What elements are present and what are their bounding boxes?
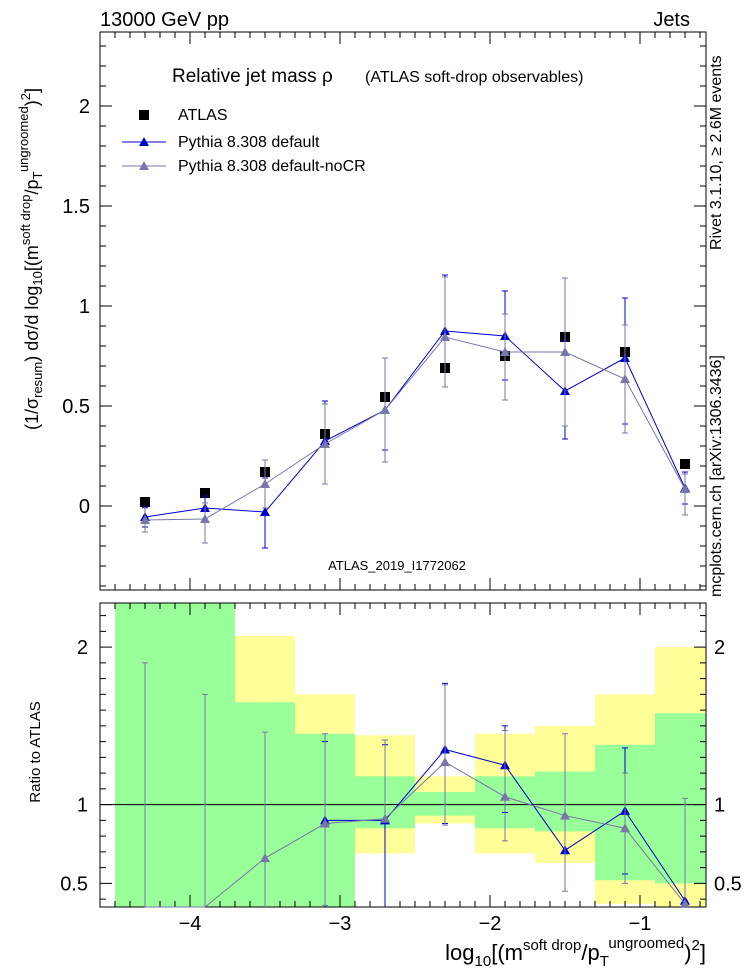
main-y-tick-label: 2	[79, 96, 90, 118]
main-y-axis-label: (1/σresum) dσ/d log10[(msoft drop/pTungr…	[16, 88, 45, 430]
main-plot-frame	[99, 31, 707, 591]
main-point-2	[500, 347, 510, 356]
legend-label-nocr: Pythia 8.308 default-noCR	[178, 158, 366, 175]
main-data-point	[140, 497, 150, 507]
ratio-point-1	[500, 791, 510, 801]
ratio-point-1	[380, 813, 390, 823]
ratio-band-green-8	[655, 713, 706, 884]
main-point-1	[260, 507, 270, 516]
main-y-tick-label: 1.5	[62, 196, 90, 218]
legend-marker-nocr	[139, 161, 149, 170]
main-plot: 0 0.5 1 1.5 2	[62, 31, 707, 591]
ratio-point-1	[620, 823, 630, 833]
main-point-2	[140, 515, 150, 524]
main-y-tick-label: 0	[79, 496, 90, 518]
x-axis-label: log10[(msoft drop/pTungroomed)2]	[445, 935, 706, 970]
main-series-line-2	[144, 336, 686, 521]
x-tick-label: −2	[479, 913, 502, 935]
rivet-version-label: Rivet 3.1.10, ≥ 2.6M events	[708, 55, 725, 250]
legend-marker-atlas	[139, 110, 149, 120]
ratio-y-tick-label-right: 0.5	[714, 873, 742, 895]
main-point-2	[200, 514, 210, 523]
ratio-band-green-0	[115, 603, 235, 907]
main-series-line-1	[144, 330, 686, 518]
x-tick-label: −4	[179, 913, 202, 935]
energy-label: 13000 GeV pp	[100, 9, 229, 31]
x-tick-label: −3	[329, 913, 352, 935]
ratio-y-tick-label: 0.5	[60, 873, 88, 895]
mcplots-label: mcplots.cern.ch [arXiv:1306.3436]	[708, 355, 725, 597]
main-y-tick-label: 0.5	[62, 396, 90, 418]
category-label: Jets	[653, 9, 690, 31]
ratio-point-1	[560, 810, 570, 820]
ratio-plot: 0.5 0.5 1 1 2 2 −4 −3 −2 −1	[60, 602, 742, 935]
ratio-y-axis-label: Ratio to ATLAS	[27, 701, 44, 802]
ratio-y-tick-label-right: 1	[714, 795, 725, 817]
main-point-2	[320, 439, 330, 448]
legend-marker-default	[139, 137, 149, 146]
main-point-2	[560, 347, 570, 356]
ratio-y-tick-label: 2	[77, 637, 88, 659]
legend-label-atlas: ATLAS	[178, 107, 228, 124]
ratio-series-line-1	[145, 761, 686, 908]
ratio-point-1	[320, 818, 330, 828]
main-data-point	[200, 488, 210, 498]
x-tick-label: −1	[629, 913, 652, 935]
chart-title: Relative jet mass ρ	[172, 66, 333, 87]
main-y-tick-label: 1	[79, 296, 90, 318]
ratio-plot-bands	[115, 603, 706, 907]
main-point-2	[620, 374, 630, 383]
ratio-point-1	[440, 757, 450, 767]
ratio-y-tick-label: 1	[77, 795, 88, 817]
main-point-2	[680, 484, 690, 493]
analysis-label: ATLAS_2019_I1772062	[328, 558, 466, 573]
main-point-2	[380, 405, 390, 414]
ratio-y-tick-label-right: 2	[714, 637, 725, 659]
chart-subtitle: (ATLAS soft-drop observables)	[365, 69, 583, 86]
legend: ATLAS Pythia 8.308 default Pythia 8.308 …	[122, 107, 366, 175]
legend-label-default: Pythia 8.308 default	[178, 134, 320, 151]
ratio-point-1	[260, 853, 270, 863]
main-point-2	[440, 332, 450, 341]
main-point-2	[260, 479, 270, 488]
main-data-point	[680, 459, 690, 469]
ratio-plot-frame	[99, 602, 707, 908]
ratio-point-1	[680, 898, 690, 908]
